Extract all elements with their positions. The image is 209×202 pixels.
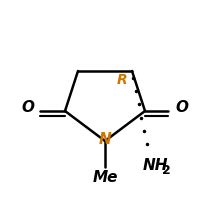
Text: Me: Me (92, 170, 118, 185)
Text: O: O (176, 100, 189, 115)
Text: N: N (99, 132, 111, 147)
Text: R: R (117, 73, 127, 87)
Text: O: O (22, 100, 34, 115)
Text: NH: NH (143, 157, 168, 172)
Text: 2: 2 (162, 163, 171, 176)
